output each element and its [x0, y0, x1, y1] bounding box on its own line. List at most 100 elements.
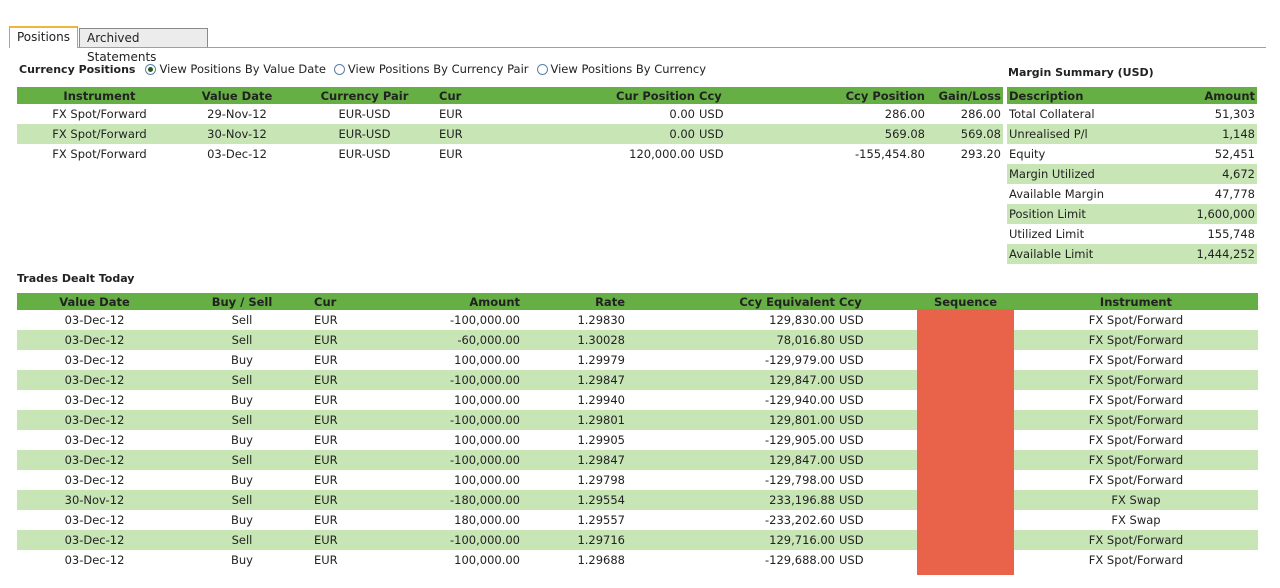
trade-row[interactable]: 03-Dec-12 Buy EUR 100,000.00 1.29798 -129,798… [17, 470, 1258, 490]
cell-cur: EUR [312, 410, 382, 430]
cell-rate: 1.30028 [522, 330, 627, 350]
cell-value-date: 03-Dec-12 [17, 330, 172, 350]
cell-instrument: FX Spot/Forward [1088, 433, 1184, 447]
cell-buy-sell: Buy [231, 353, 253, 367]
trade-row[interactable]: 03-Dec-12 Sell EUR -60,000.00 1.30028 78,016.… [17, 330, 1258, 350]
trade-row[interactable]: 03-Dec-12 Sell EUR -100,000.00 1.29847 129,84… [17, 370, 1258, 390]
cell-rate: 1.29716 [522, 530, 627, 550]
col-instrument[interactable]: Instrument [17, 87, 182, 104]
cell-ccy: USD [837, 490, 917, 510]
cell-gain-loss: 293.20 [960, 147, 1001, 161]
tab-archived-statements[interactable]: Archived Statements [79, 28, 208, 64]
cell-amount: -100,000.00 [382, 530, 522, 550]
margin-row[interactable]: Equity 52,451 [1007, 144, 1257, 164]
margin-row[interactable]: Unrealised P/l 1,148 [1007, 124, 1257, 144]
radio-view-by-currency-pair[interactable]: View Positions By Currency Pair [333, 62, 529, 76]
col-sequence[interactable]: Sequence [917, 293, 1014, 310]
col-cur[interactable]: Cur [312, 293, 382, 310]
margin-row[interactable]: Margin Utilized 4,672 [1007, 164, 1257, 184]
col-currency-pair[interactable]: Currency Pair [292, 87, 437, 104]
margin-summary-table: Description Amount Total Collateral 51,30… [1007, 87, 1257, 264]
cell-rate: 1.29847 [522, 450, 627, 470]
cell-ccy: USD [839, 473, 864, 487]
cell-value-date: 03-Dec-12 [17, 530, 172, 550]
cell-ccy: USD [839, 393, 864, 407]
cell-rate: 1.29847 [522, 370, 627, 390]
cell-rate: 1.29798 [577, 473, 625, 487]
radio-view-by-value-date[interactable]: View Positions By Value Date [145, 62, 326, 76]
trade-row[interactable]: 03-Dec-12 Buy EUR 100,000.00 1.29940 -129,940… [17, 390, 1258, 410]
tab-positions[interactable]: Positions [9, 26, 78, 48]
trade-row[interactable]: 03-Dec-12 Sell EUR -100,000.00 1.29830 129,83… [17, 310, 1258, 330]
col-ccy-equivalent[interactable]: Ccy Equivalent [627, 293, 837, 310]
margin-row[interactable]: Available Margin 47,778 [1007, 184, 1257, 204]
trade-row[interactable]: 03-Dec-12 Sell EUR -100,000.00 1.29801 129,80… [17, 410, 1258, 430]
cell-ccy-equivalent: 233,196.88 [627, 490, 837, 510]
cell-currency-pair: EUR-USD [338, 147, 391, 161]
radio-view-by-currency[interactable]: View Positions By Currency [536, 62, 706, 76]
position-row[interactable]: FX Spot/Forward 30-Nov-12 EUR-USD EUR 0.00 US… [17, 124, 1003, 144]
radio-selected-icon[interactable] [145, 63, 157, 75]
cell-cur: EUR [312, 530, 382, 550]
cell-buy-sell: Sell [172, 450, 312, 470]
cell-ccy: USD [699, 147, 724, 161]
cell-buy-sell: Buy [231, 553, 253, 567]
cell-instrument: FX Swap [1111, 513, 1161, 527]
cell-value-date: 03-Dec-12 [17, 370, 172, 390]
trade-row[interactable]: 03-Dec-12 Buy EUR 180,000.00 1.29557 -233,202… [17, 510, 1258, 530]
col-ccy[interactable]: Ccy [697, 87, 752, 104]
trade-row[interactable]: 03-Dec-12 Buy EUR 100,000.00 1.29905 -129,905… [17, 430, 1258, 450]
cell-ccy: USD [697, 124, 752, 144]
col-instrument[interactable]: Instrument [1014, 293, 1258, 310]
trades-header-row: Value Date Buy / Sell Cur Amount Rate Cc… [17, 293, 1258, 310]
margin-row[interactable]: Available Limit 1,444,252 [1007, 244, 1257, 264]
col-cur[interactable]: Cur [437, 87, 502, 104]
cell-ccy: USD [839, 433, 864, 447]
cell-amount: 4,672 [1157, 164, 1257, 184]
col-value-date[interactable]: Value Date [17, 293, 172, 310]
cell-instrument: FX Spot/Forward [1088, 393, 1184, 407]
cell-amount: -60,000.00 [382, 330, 522, 350]
col-rate[interactable]: Rate [522, 293, 627, 310]
cell-instrument: FX Spot/Forward [17, 124, 182, 144]
col-amount: Amount [1157, 87, 1257, 104]
col-amount[interactable]: Amount [382, 293, 522, 310]
trades-table: Value Date Buy / Sell Cur Amount Rate Cc… [17, 293, 1258, 570]
cell-amount: 100,000.00 [454, 393, 520, 407]
trade-row[interactable]: 03-Dec-12 Buy EUR 100,000.00 1.29979 -129,979… [17, 350, 1258, 370]
cell-cur-position: 0.00 [502, 124, 697, 144]
cell-description: Total Collateral [1009, 107, 1095, 121]
cell-instrument: FX Spot/Forward [1088, 353, 1184, 367]
cell-buy-sell: Sell [231, 313, 253, 327]
cell-instrument: FX Spot/Forward [52, 107, 147, 121]
margin-row[interactable]: Utilized Limit 155,748 [1007, 224, 1257, 244]
cell-cur: EUR [439, 147, 463, 161]
cell-rate: 1.29979 [577, 353, 625, 367]
cell-amount: -100,000.00 [382, 450, 522, 470]
cell-value-date: 03-Dec-12 [64, 353, 125, 367]
trade-row[interactable]: 03-Dec-12 Sell EUR -100,000.00 1.29847 129,84… [17, 450, 1258, 470]
trade-row[interactable]: 03-Dec-12 Buy EUR 100,000.00 1.29688 -129,688… [17, 550, 1258, 570]
position-row[interactable]: FX Spot/Forward 29-Nov-12 EUR-USD EUR 0.00 US… [17, 104, 1003, 124]
cell-amount: -100,000.00 [382, 370, 522, 390]
cell-instrument: FX Spot/Forward [1014, 330, 1258, 350]
position-row[interactable]: FX Spot/Forward 03-Dec-12 EUR-USD EUR 120,00… [17, 144, 1003, 164]
col-cur-position[interactable]: Cur Position [502, 87, 697, 104]
col-ccy[interactable]: Ccy [837, 293, 917, 310]
radio-unselected-icon[interactable] [333, 63, 345, 75]
cell-amount: 100,000.00 [454, 473, 520, 487]
col-value-date[interactable]: Value Date [182, 87, 292, 104]
col-gain-loss[interactable]: Gain/Loss [927, 87, 1003, 104]
trade-row[interactable]: 03-Dec-12 Sell EUR -100,000.00 1.29716 129,71… [17, 530, 1258, 550]
cell-cur: EUR [314, 553, 338, 567]
cell-rate: 1.29557 [577, 513, 625, 527]
trade-row[interactable]: 30-Nov-12 Sell EUR -180,000.00 1.29554 233,19… [17, 490, 1258, 510]
radio-unselected-icon[interactable] [536, 63, 548, 75]
col-ccy-position[interactable]: Ccy Position [752, 87, 927, 104]
margin-row[interactable]: Position Limit 1,600,000 [1007, 204, 1257, 224]
cell-value-date: 03-Dec-12 [64, 313, 125, 327]
cell-instrument: FX Swap [1014, 490, 1258, 510]
col-buy-sell[interactable]: Buy / Sell [172, 293, 312, 310]
margin-row[interactable]: Total Collateral 51,303 [1007, 104, 1257, 124]
positions-header-row: Instrument Value Date Currency Pair Cur … [17, 87, 1003, 104]
